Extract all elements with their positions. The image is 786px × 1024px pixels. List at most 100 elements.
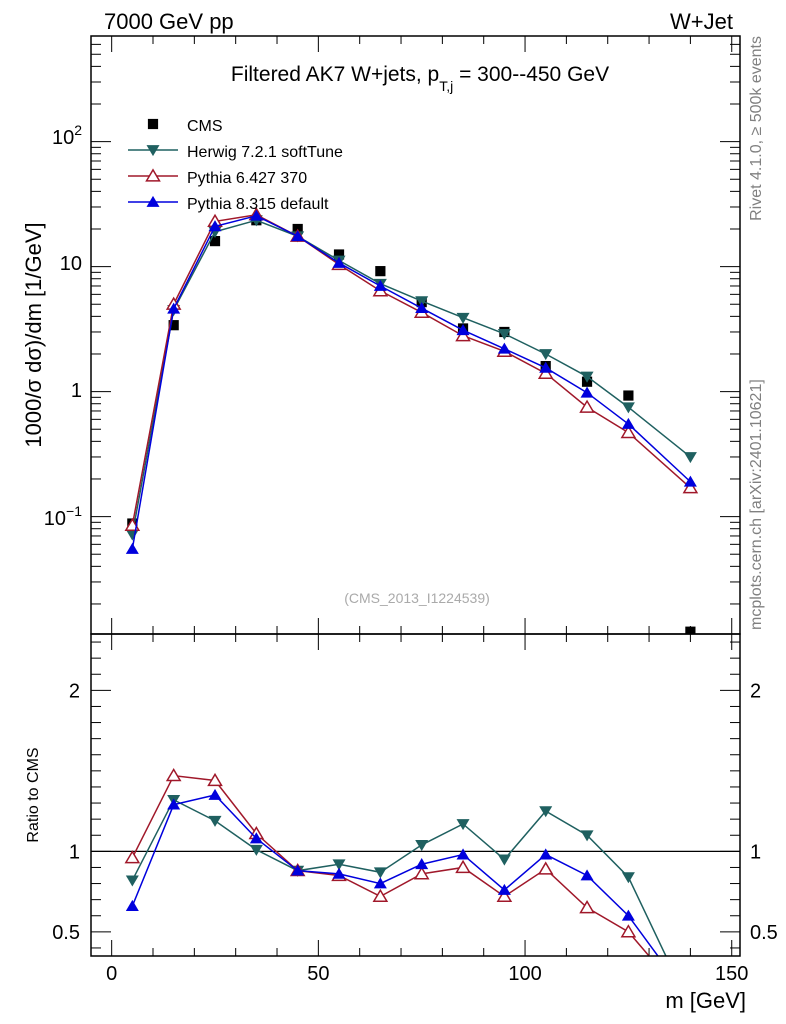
main-point — [333, 249, 345, 260]
main-point — [209, 236, 221, 247]
ratio-point — [249, 832, 263, 844]
main-point — [291, 230, 305, 242]
main-title-text: Filtered AK7 W+jets, p — [231, 63, 439, 86]
ratio-point — [456, 848, 470, 860]
ratio-point — [415, 858, 429, 870]
ratio-point — [332, 867, 346, 879]
main-series-line — [131, 219, 691, 535]
ratio-y-tick-label: 2 — [69, 680, 80, 702]
y-axis-label: 1000/σ dσ)/dm [1/GeV] — [21, 222, 46, 447]
header-left: 7000 GeV pp — [104, 9, 234, 34]
main-point — [208, 220, 222, 232]
ratio-point — [208, 788, 222, 800]
y-tick-label-0: 10−1 — [44, 503, 82, 530]
y-tick-label-3-exp: 2 — [74, 122, 82, 138]
ratio-point — [249, 844, 263, 856]
ratio-y-axis-label: Ratio to CMS — [25, 747, 42, 842]
ratio-y-tick-label-right: 1 — [750, 841, 761, 863]
main-tick-labels: 10−1 1 10 102 — [44, 122, 82, 530]
main-point — [620, 424, 637, 439]
main-series-line — [131, 215, 691, 550]
x-tick-label: 0 — [106, 963, 117, 985]
y-tick-label-0-exp: −1 — [66, 503, 82, 519]
legend-label: CMS — [187, 118, 223, 135]
side-mcplots-label: mcplots.cern.ch [arXiv:2401.10621] — [748, 379, 765, 630]
main-point — [497, 328, 511, 340]
ratio-point — [455, 859, 471, 874]
ratio-point — [621, 909, 635, 921]
x-axis-label: m [GeV] — [665, 988, 746, 1013]
x-tick-label: 150 — [715, 963, 748, 985]
ratio-point — [456, 819, 470, 831]
legend-label: Pythia 6.427 370 — [187, 170, 307, 187]
legend: CMS Herwig 7.2.1 softTune Pythia 6.427 370… — [128, 118, 343, 213]
ratio-point — [165, 768, 182, 782]
main-point — [249, 209, 263, 221]
main-point — [579, 399, 595, 413]
ratio-plot-series — [124, 768, 667, 956]
main-point — [621, 402, 635, 414]
ratio-point — [291, 864, 305, 876]
y-tick-label-1: 1 — [71, 380, 82, 402]
main-point — [415, 296, 429, 308]
main-title-sub: T,j — [439, 78, 453, 94]
ratio-series-0 — [125, 794, 667, 956]
main-title: Filtered AK7 W+jets, pT,j = 300--450 GeV — [231, 63, 609, 94]
ratio-point — [207, 772, 223, 787]
main-series-2 — [124, 207, 699, 532]
ratio-series-2 — [125, 788, 659, 956]
ratio-point — [539, 848, 553, 860]
legend-marker — [147, 118, 159, 130]
header-right: W+Jet — [670, 9, 733, 34]
ratio-plot-frame — [90, 633, 741, 957]
main-point — [497, 342, 511, 354]
main-series-line — [131, 213, 691, 526]
legend-label: Pythia 8.315 default — [187, 196, 329, 213]
ratio-point — [125, 875, 139, 887]
ratio-point — [621, 872, 635, 884]
main-point — [685, 626, 696, 634]
ratio-point — [539, 806, 553, 818]
main-point — [539, 361, 553, 373]
x-tick-label: 100 — [508, 963, 541, 985]
ratio-point — [496, 888, 513, 903]
analysis-tag: (CMS_2013_I1224539) — [344, 590, 490, 606]
main-point — [683, 475, 697, 487]
ratio-point — [579, 900, 595, 914]
main-point — [168, 320, 179, 331]
ratio-point — [208, 815, 222, 827]
ratio-y-tick-label-right: 2 — [750, 680, 761, 702]
main-point — [373, 279, 387, 291]
main-point — [332, 256, 346, 268]
main-point — [456, 312, 470, 324]
ratio-point — [413, 866, 430, 880]
main-plot-series — [124, 207, 699, 634]
main-point — [539, 349, 553, 361]
main-point — [683, 452, 697, 464]
ratio-point — [372, 888, 389, 903]
main-point — [456, 324, 470, 336]
x-tick-label: 50 — [307, 963, 329, 985]
ratio-point — [373, 867, 387, 879]
y-tick-label-3-base: 10 — [52, 127, 74, 149]
ratio-tick-labels: 0.5 0.5 1 1 2 2 0 50 100 150 — [52, 680, 778, 985]
main-point — [682, 480, 699, 494]
side-rivet-label: Rivet 4.1.0, ≥ 500k events — [748, 36, 765, 221]
main-title-rest: = 300--450 GeV — [453, 63, 609, 86]
main-series-1 — [125, 215, 697, 541]
ratio-ticks — [91, 634, 740, 956]
main-point — [580, 386, 594, 398]
ratio-series-line — [131, 794, 659, 956]
main-series-3 — [125, 209, 697, 554]
ratio-point — [497, 883, 511, 895]
main-point — [580, 371, 594, 383]
legend-marker — [146, 195, 160, 207]
ratio-point — [415, 840, 429, 852]
main-point — [125, 529, 139, 541]
legend-marker — [145, 168, 161, 182]
main-point — [167, 302, 181, 314]
ratio-point — [124, 850, 141, 864]
ratio-point — [332, 859, 346, 871]
main-point — [623, 390, 634, 401]
